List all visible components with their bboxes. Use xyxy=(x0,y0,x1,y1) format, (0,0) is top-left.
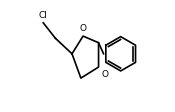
Text: O: O xyxy=(80,24,87,33)
Text: O: O xyxy=(101,70,108,79)
Text: Cl: Cl xyxy=(39,11,48,20)
